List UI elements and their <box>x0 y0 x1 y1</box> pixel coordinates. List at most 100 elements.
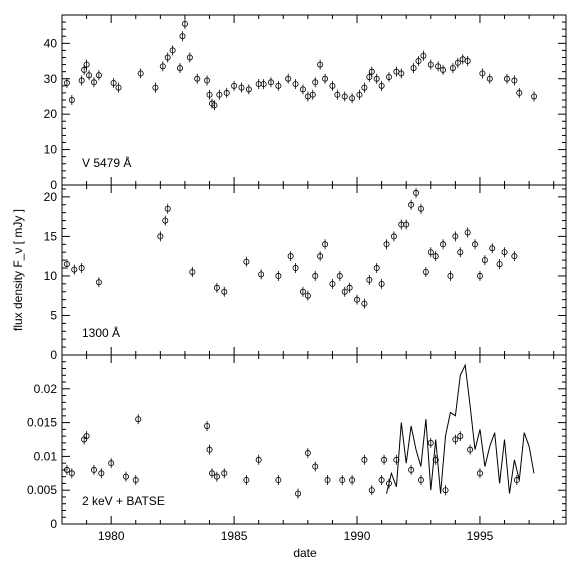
data-point <box>449 65 456 72</box>
data-point <box>341 288 348 295</box>
data-point <box>417 477 424 484</box>
data-point <box>275 272 282 279</box>
data-point <box>275 477 282 484</box>
data-point <box>152 84 159 91</box>
data-point <box>420 52 427 59</box>
data-point <box>204 422 211 429</box>
data-point <box>511 253 518 260</box>
data-point <box>373 265 380 272</box>
data-point <box>83 433 90 440</box>
data-point <box>204 77 211 84</box>
data-point <box>390 233 397 240</box>
data-point <box>472 241 479 248</box>
data-point <box>122 473 129 480</box>
data-point <box>231 82 238 89</box>
data-point <box>132 477 139 484</box>
x-tick-label: 1980 <box>98 529 125 543</box>
data-point <box>368 68 375 75</box>
data-point <box>442 487 449 494</box>
plot-frame-optical <box>61 14 567 186</box>
data-point <box>329 82 336 89</box>
data-point <box>317 253 324 260</box>
data-point <box>413 189 420 196</box>
data-point <box>213 473 220 480</box>
data-point <box>322 75 329 82</box>
data-point <box>496 261 503 268</box>
data-point <box>110 80 117 87</box>
y-tick-label: 0.015 <box>27 416 57 430</box>
data-point <box>408 466 415 473</box>
data-point <box>452 233 459 240</box>
data-point <box>245 86 252 93</box>
data-point <box>366 73 373 80</box>
panel-xray: 2 keV + BATSE 0 0.005 0.01 0.015 0.02 1980 198… <box>27 354 567 543</box>
y-tick-label: 0 <box>50 178 57 192</box>
data-point <box>186 54 193 61</box>
data-point <box>385 480 392 487</box>
y-tick-label: 0 <box>50 517 57 531</box>
data-point <box>71 266 78 273</box>
data-point <box>378 82 385 89</box>
data-point <box>83 61 90 68</box>
y-tick-label: 20 <box>44 190 58 204</box>
data-point <box>383 241 390 248</box>
data-point <box>336 272 343 279</box>
data-point <box>221 288 228 295</box>
data-point <box>486 75 493 82</box>
data-point <box>324 477 331 484</box>
data-point <box>481 257 488 264</box>
data-point <box>68 97 75 104</box>
data-point <box>341 93 348 100</box>
data-point <box>255 456 262 463</box>
data-point <box>177 65 184 72</box>
data-point <box>410 65 417 72</box>
data-point <box>299 86 306 93</box>
data-point <box>63 80 70 87</box>
y-tick-label: 0.01 <box>34 449 58 463</box>
y-tick-label: 10 <box>44 143 58 157</box>
data-point <box>95 72 102 79</box>
data-point <box>511 77 518 84</box>
data-point <box>285 75 292 82</box>
data-point <box>467 446 474 453</box>
data-point <box>206 91 213 98</box>
y-tick-label: 0 <box>50 348 57 362</box>
data-point <box>329 280 336 287</box>
data-point <box>159 63 166 70</box>
data-point <box>432 253 439 260</box>
data-point <box>440 241 447 248</box>
data-point <box>378 280 385 287</box>
data-point <box>317 61 324 68</box>
y-tick-label: 5 <box>50 308 57 322</box>
data-point <box>476 272 483 279</box>
data-point <box>339 477 346 484</box>
data-point <box>164 54 171 61</box>
data-point <box>373 75 380 82</box>
panel-optical: V 5479 Å 0 10 20 30 40 <box>44 14 567 192</box>
data-point <box>361 300 368 307</box>
data-point <box>516 89 523 96</box>
data-point <box>63 466 70 473</box>
data-point <box>403 221 410 228</box>
data-point <box>238 84 245 91</box>
x-tick-label: 1985 <box>221 529 248 543</box>
data-point <box>381 456 388 463</box>
data-point <box>503 75 510 82</box>
data-point <box>304 450 311 457</box>
data-point <box>361 84 368 91</box>
data-point <box>415 58 422 65</box>
data-point <box>189 268 196 275</box>
data-point <box>243 258 250 265</box>
data-point <box>464 229 471 236</box>
data-point <box>90 79 97 86</box>
x-tick-label: 1995 <box>467 529 494 543</box>
data-point <box>479 70 486 77</box>
data-point <box>447 272 454 279</box>
x-axis-label: date <box>293 546 317 560</box>
data-point <box>108 460 115 467</box>
data-point <box>417 205 424 212</box>
data-point <box>98 470 105 477</box>
data-point <box>157 233 164 240</box>
data-point <box>115 84 122 91</box>
data-point <box>221 470 228 477</box>
